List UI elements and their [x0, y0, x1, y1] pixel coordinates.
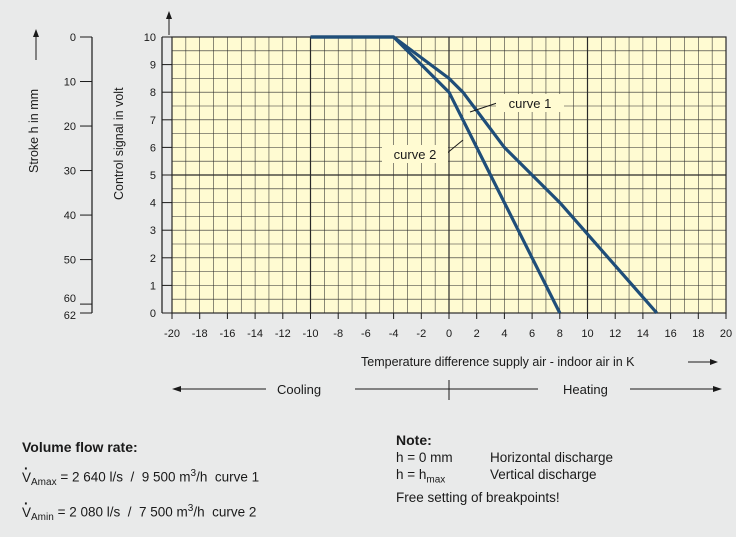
y-tick-label: 2 — [150, 253, 156, 265]
cooling-heating-band: Cooling Heating — [172, 380, 722, 400]
x-tick-label: -10 — [303, 328, 319, 340]
stroke-tick-label: 40 — [64, 210, 76, 222]
stroke-tick-label: 50 — [64, 255, 76, 267]
x-axis-label: Temperature difference supply air - indo… — [361, 355, 635, 369]
x-tick-label: 12 — [609, 328, 621, 340]
y-tick-label: 0 — [150, 308, 156, 320]
stroke-tick-label: 0 — [70, 32, 76, 44]
curve-2-label-box — [382, 145, 448, 163]
stroke-tick-label: 62 — [64, 310, 76, 322]
y-tick-label: 8 — [150, 87, 156, 99]
x-tick-label: 14 — [637, 328, 649, 340]
y-axis-label: Control signal in volt — [112, 87, 126, 200]
note-block: Note: h = 0 mm Horizontal discharge h = h… — [396, 432, 613, 506]
curve-1-label: curve 1 — [509, 96, 552, 111]
y-tick-label: 9 — [150, 60, 156, 72]
y-axis-arrow-head — [166, 11, 172, 19]
curve-2-label-leader — [445, 139, 464, 155]
x-axis-arrow-head — [710, 359, 718, 365]
x-tick-label: -20 — [164, 328, 180, 340]
x-tick-label: -12 — [275, 328, 291, 340]
y-tick-label: 1 — [150, 280, 156, 292]
y-tick-label: 6 — [150, 142, 156, 154]
x-tick-label: -18 — [192, 328, 208, 340]
x-tick-label: 8 — [557, 328, 563, 340]
series-line-1 — [310, 35, 659, 315]
curve-2-label: curve 2 — [394, 147, 437, 162]
note-heading: Note: — [396, 432, 432, 448]
heating-label: Heating — [563, 382, 608, 397]
x-tick-label: 18 — [692, 328, 704, 340]
curve-1-label-leader — [469, 102, 498, 113]
stroke-tick-label: 10 — [64, 77, 76, 89]
flow-rate-block: Volume flow rate: VAmax = 2 640 l/s / 9 … — [22, 437, 259, 528]
stroke-axis-arrow-head — [33, 29, 39, 37]
x-tick-label: -14 — [247, 328, 263, 340]
curve-1-label-box — [496, 94, 564, 112]
y-tick-label: 10 — [144, 32, 156, 44]
stroke-axis-label: Stroke h in mm — [27, 89, 41, 173]
x-tick-label: -6 — [361, 328, 371, 340]
x-tick-label: 4 — [501, 328, 507, 340]
y-tick-label: 3 — [150, 225, 156, 237]
flow-row-1: VAmax = 2 640 l/s / 9 500 m3/h curve 1 — [22, 459, 259, 493]
x-tick-label: -2 — [416, 328, 426, 340]
x-tick-label: 6 — [529, 328, 535, 340]
x-tick-label: -4 — [389, 328, 399, 340]
y-tick-label: 5 — [150, 170, 156, 182]
x-tick-label: -16 — [219, 328, 235, 340]
x-tick-label: 10 — [581, 328, 593, 340]
note-line-1: h = 0 mm Horizontal discharge — [396, 450, 614, 465]
x-tick-label: 16 — [664, 328, 676, 340]
y-tick-label: 4 — [150, 198, 156, 210]
note-line-3: Free setting of breakpoints! — [396, 489, 560, 505]
x-tick-label: 20 — [720, 328, 732, 340]
stroke-tick-label: 30 — [64, 166, 76, 178]
stroke-tick-label: 20 — [64, 121, 76, 133]
x-tick-label: -8 — [333, 328, 343, 340]
y-tick-label: 7 — [150, 115, 156, 127]
note-line-2: h = hmax Vertical discharge — [396, 467, 597, 486]
x-tick-label: 2 — [474, 328, 480, 340]
flow-heading: Volume flow rate: — [22, 439, 138, 455]
stroke-tick-label: 60 — [64, 293, 76, 305]
cooling-label: Cooling — [277, 382, 321, 397]
x-tick-label: 0 — [446, 328, 452, 340]
flow-row-2: VAmin = 2 080 l/s / 7 500 m3/h curve 2 — [22, 494, 259, 528]
series-line-2 — [310, 35, 562, 314]
